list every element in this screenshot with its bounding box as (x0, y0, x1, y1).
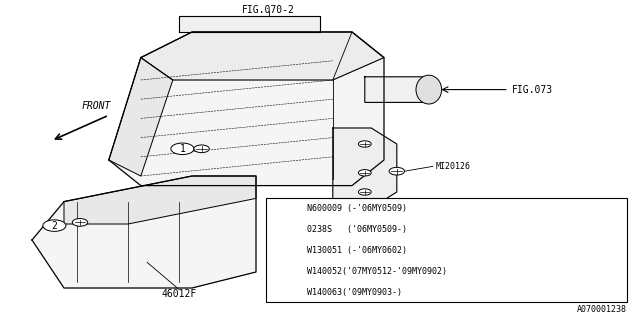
Text: 2: 2 (281, 267, 286, 276)
Polygon shape (32, 176, 256, 288)
Text: W140063('09MY0903-): W140063('09MY0903-) (307, 287, 402, 297)
Polygon shape (365, 77, 435, 102)
Circle shape (273, 266, 294, 276)
Circle shape (358, 141, 371, 147)
Polygon shape (109, 32, 384, 186)
Circle shape (194, 145, 209, 153)
Polygon shape (109, 58, 173, 176)
Text: 1: 1 (179, 144, 186, 154)
Text: FIG.070-2: FIG.070-2 (243, 4, 295, 15)
Circle shape (358, 189, 371, 195)
Text: 0238S   ('06MY0509-): 0238S ('06MY0509-) (307, 225, 407, 234)
Bar (266, 198, 627, 302)
Text: FRONT: FRONT (81, 100, 111, 111)
Polygon shape (141, 32, 384, 80)
Ellipse shape (416, 75, 442, 104)
Text: A070001238: A070001238 (577, 305, 627, 314)
Text: MI20126: MI20126 (435, 162, 470, 171)
Circle shape (273, 204, 294, 214)
Polygon shape (333, 128, 397, 208)
Text: W140052('07MY0512-'09MY0902): W140052('07MY0512-'09MY0902) (307, 267, 447, 276)
Circle shape (171, 143, 194, 155)
Text: 46012F: 46012F (161, 289, 197, 300)
Text: N600009 (-'06MY0509): N600009 (-'06MY0509) (307, 204, 407, 213)
Circle shape (72, 219, 88, 226)
Text: 2: 2 (51, 220, 58, 231)
Text: FIG.073: FIG.073 (512, 84, 553, 95)
Polygon shape (179, 16, 320, 32)
Text: W130051 (-'06MY0602): W130051 (-'06MY0602) (307, 246, 407, 255)
Circle shape (358, 170, 371, 176)
Circle shape (43, 220, 66, 231)
Polygon shape (64, 176, 256, 224)
Circle shape (389, 167, 404, 175)
Text: 1: 1 (281, 204, 286, 213)
